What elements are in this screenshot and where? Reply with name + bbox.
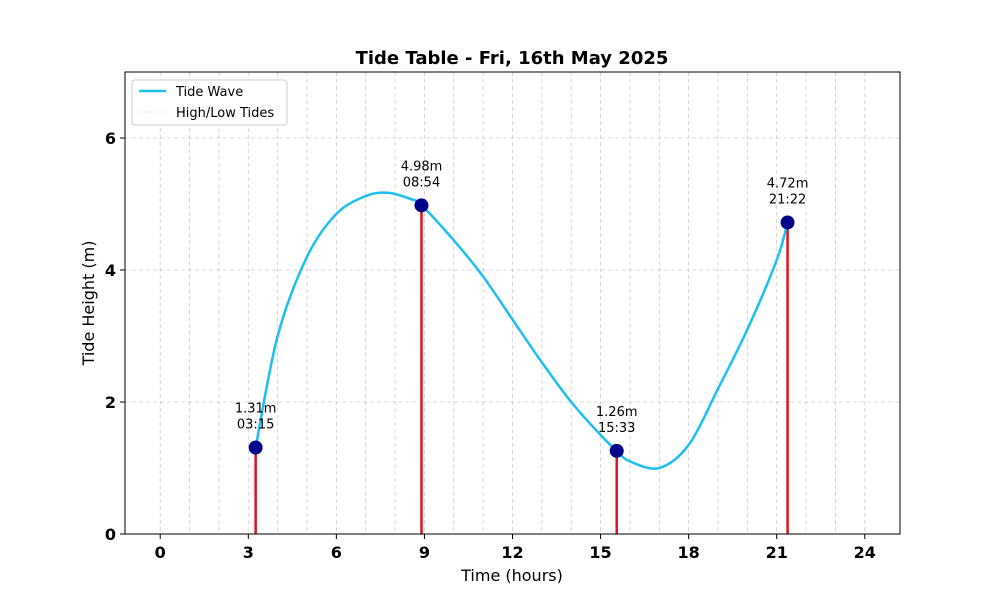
y-axis-label: Tide Height (m) <box>79 241 98 367</box>
tide-height-label: 1.26m <box>596 405 638 420</box>
tide-height-label: 1.31m <box>235 402 277 417</box>
tide-marker <box>414 198 429 213</box>
tide-height-label: 4.72m <box>767 176 809 191</box>
grid <box>125 72 900 534</box>
x-tick-label: 18 <box>678 543 700 562</box>
tide-wave-series <box>254 191 789 470</box>
x-tick-label: 6 <box>331 543 342 562</box>
legend-label: Tide Wave <box>175 85 243 100</box>
tide-time-label: 21:22 <box>769 192 806 207</box>
tide-time-label: 03:15 <box>237 418 274 433</box>
y-tick-label: 2 <box>105 393 116 412</box>
tide-wave-line <box>254 191 789 470</box>
tide-height-label: 4.98m <box>401 159 443 174</box>
tide-time-label: 15:33 <box>598 421 635 436</box>
y-tick-label: 4 <box>105 261 116 280</box>
tide-stems <box>254 205 789 534</box>
x-tick-label: 24 <box>854 543 876 562</box>
tide-marker <box>609 443 624 458</box>
x-tick-label: 21 <box>766 543 788 562</box>
legend: Tide Wave High/Low Tides <box>131 79 288 126</box>
legend-label: High/Low Tides <box>176 106 274 121</box>
x-tick-label: 15 <box>589 543 611 562</box>
tide-markers <box>248 198 795 458</box>
chart-title: Tide Table - Fri, 16th May 2025 <box>356 48 669 69</box>
x-tick-label: 9 <box>419 543 430 562</box>
tide-marker <box>780 215 795 230</box>
y-tick-label: 6 <box>105 129 116 148</box>
x-tick-label: 0 <box>155 543 166 562</box>
x-axis-label: Time (hours) <box>460 566 563 585</box>
tide-time-label: 08:54 <box>403 175 440 190</box>
x-tick-label: 12 <box>501 543 523 562</box>
legend-box <box>131 79 288 126</box>
tide-marker <box>248 440 263 455</box>
x-tick-label: 3 <box>243 543 254 562</box>
y-tick-label: 0 <box>105 525 116 544</box>
